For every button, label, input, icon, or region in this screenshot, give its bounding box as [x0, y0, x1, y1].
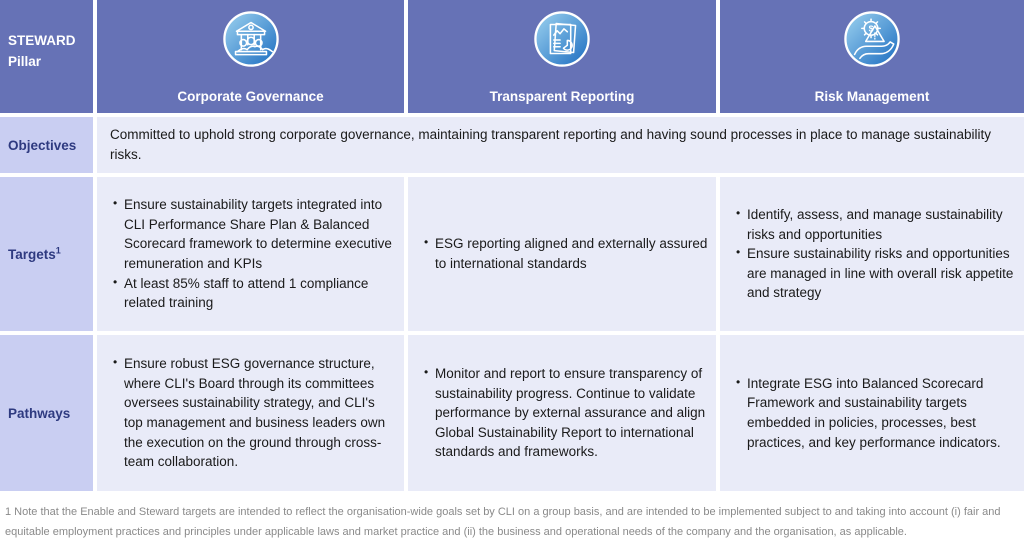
- row-label-objectives: Objectives: [0, 117, 93, 173]
- row-label-pathways: Pathways: [0, 335, 93, 491]
- bullet-list: Ensure robust ESG governance structure, …: [97, 346, 404, 479]
- bullet-list: ESG reporting aligned and externally ass…: [408, 226, 716, 281]
- objectives-text-cell: Committed to uphold strong corporate gov…: [97, 117, 1024, 173]
- steward-pillar-table: STEWARD Pillar: [0, 0, 1024, 491]
- pathways-risk-cell: Integrate ESG into Balanced Scorecard Fr…: [720, 335, 1024, 491]
- bullet-list: Identify, assess, and manage sustainabil…: [720, 197, 1024, 311]
- report-chart-document-icon: [533, 10, 591, 68]
- column-header-transparent-reporting: Transparent Reporting: [408, 0, 716, 113]
- targets-governance-cell: Ensure sustainability targets integrated…: [97, 177, 404, 331]
- footnote-text: 1 Note that the Enable and Steward targe…: [5, 506, 1001, 539]
- targets-reporting-cell: ESG reporting aligned and externally ass…: [408, 177, 716, 331]
- svg-text:!: !: [873, 31, 876, 42]
- bullet-item: Ensure sustainability risks and opportun…: [735, 244, 1016, 303]
- bullet-item: At least 85% staff to attend 1 complianc…: [112, 274, 396, 313]
- objectives-text: Committed to uphold strong corporate gov…: [110, 127, 992, 162]
- column-title: Transparent Reporting: [489, 89, 635, 104]
- hand-gear-warning-icon: $ !: [843, 10, 901, 68]
- bank-building-people-icon: [222, 10, 280, 68]
- column-title: Corporate Governance: [177, 89, 324, 104]
- bullet-item: Ensure robust ESG governance structure, …: [112, 354, 396, 471]
- targets-risk-cell: Identify, assess, and manage sustainabil…: [720, 177, 1024, 331]
- row-label-targets: Targets1: [0, 177, 93, 331]
- bullet-list: Monitor and report to ensure transparenc…: [408, 356, 716, 470]
- bullet-item: Ensure sustainability targets integrated…: [112, 195, 396, 273]
- bullet-list: Ensure sustainability targets integrated…: [97, 187, 404, 320]
- bullet-item: Identify, assess, and manage sustainabil…: [735, 205, 1016, 244]
- svg-text:$: $: [869, 24, 874, 34]
- pathways-reporting-cell: Monitor and report to ensure transparenc…: [408, 335, 716, 491]
- pillar-header-cell: STEWARD Pillar: [0, 0, 93, 113]
- bullet-item: Integrate ESG into Balanced Scorecard Fr…: [735, 374, 1016, 452]
- pillar-header-label: STEWARD Pillar: [8, 32, 76, 69]
- column-header-risk-management: $ ! Risk Management: [720, 0, 1024, 113]
- column-title: Risk Management: [814, 89, 930, 104]
- bullet-list: Integrate ESG into Balanced Scorecard Fr…: [720, 366, 1024, 460]
- footnote-marker: 1: [55, 245, 61, 255]
- bullet-item: ESG reporting aligned and externally ass…: [423, 234, 708, 273]
- bullet-item: Monitor and report to ensure transparenc…: [423, 364, 708, 462]
- column-header-corporate-governance: Corporate Governance: [97, 0, 404, 113]
- pathways-governance-cell: Ensure robust ESG governance structure, …: [97, 335, 404, 491]
